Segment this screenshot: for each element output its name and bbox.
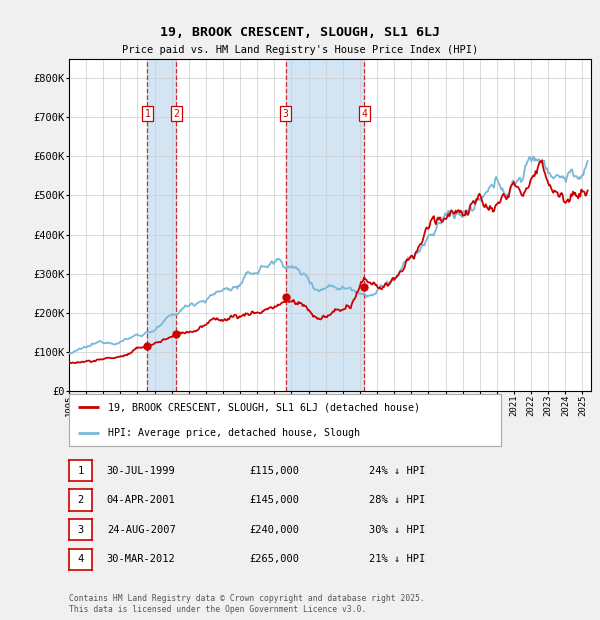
Text: Contains HM Land Registry data © Crown copyright and database right 2025.: Contains HM Land Registry data © Crown c… xyxy=(69,594,425,603)
Text: 4: 4 xyxy=(77,554,83,564)
Text: 4: 4 xyxy=(361,108,367,118)
Text: £265,000: £265,000 xyxy=(249,554,299,564)
Text: 2: 2 xyxy=(77,495,83,505)
Text: 30% ↓ HPI: 30% ↓ HPI xyxy=(369,525,425,535)
Text: £240,000: £240,000 xyxy=(249,525,299,535)
Text: 30-MAR-2012: 30-MAR-2012 xyxy=(107,554,176,564)
Text: 24-AUG-2007: 24-AUG-2007 xyxy=(107,525,176,535)
Text: £115,000: £115,000 xyxy=(249,466,299,476)
Text: Price paid vs. HM Land Registry's House Price Index (HPI): Price paid vs. HM Land Registry's House … xyxy=(122,45,478,55)
Text: HPI: Average price, detached house, Slough: HPI: Average price, detached house, Slou… xyxy=(108,428,360,438)
Text: 28% ↓ HPI: 28% ↓ HPI xyxy=(369,495,425,505)
Text: 30-JUL-1999: 30-JUL-1999 xyxy=(107,466,176,476)
Text: 2: 2 xyxy=(173,108,179,118)
Text: 1: 1 xyxy=(77,466,83,476)
Text: 3: 3 xyxy=(77,525,83,535)
Text: 3: 3 xyxy=(283,108,289,118)
Text: 19, BROOK CRESCENT, SLOUGH, SL1 6LJ (detached house): 19, BROOK CRESCENT, SLOUGH, SL1 6LJ (det… xyxy=(108,402,420,412)
Text: 21% ↓ HPI: 21% ↓ HPI xyxy=(369,554,425,564)
Bar xyxy=(148,59,176,391)
Text: This data is licensed under the Open Government Licence v3.0.: This data is licensed under the Open Gov… xyxy=(69,605,367,614)
Text: £145,000: £145,000 xyxy=(249,495,299,505)
Text: 19, BROOK CRESCENT, SLOUGH, SL1 6LJ: 19, BROOK CRESCENT, SLOUGH, SL1 6LJ xyxy=(160,26,440,38)
Text: 04-APR-2001: 04-APR-2001 xyxy=(107,495,176,505)
Text: 1: 1 xyxy=(145,108,151,118)
Bar xyxy=(286,59,364,391)
Text: 24% ↓ HPI: 24% ↓ HPI xyxy=(369,466,425,476)
